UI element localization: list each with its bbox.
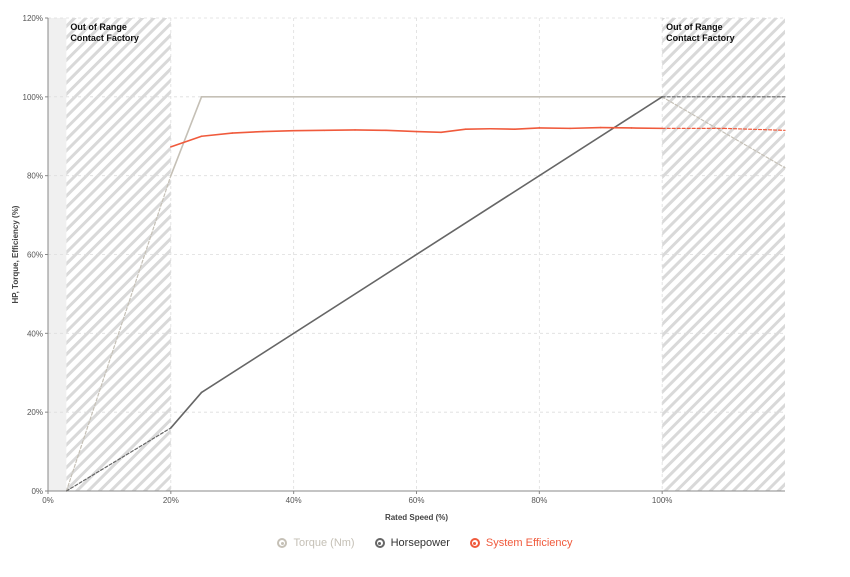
out-of-range-label: Out of Range [70,22,127,32]
legend: Torque (Nm) Horsepower System Efficiency [0,533,850,553]
legend-item-system-efficiency[interactable]: System Efficiency [470,537,573,549]
x-tick-label: 60% [408,496,424,505]
series-segment [202,97,663,393]
legend-marker-icon [375,538,385,548]
series-segment [386,130,417,131]
y-tick-label: 60% [27,251,43,260]
y-tick-label: 120% [23,14,43,23]
legend-marker-icon [277,538,287,548]
legend-label: System Efficiency [486,537,573,549]
out-of-range-label: Contact Factory [666,33,735,43]
series-segment [171,392,202,427]
series-segment [570,128,601,129]
x-tick-label: 100% [652,496,672,505]
out-of-range-zone [66,18,170,491]
x-tick-label: 20% [163,496,179,505]
x-tick-label: 80% [531,496,547,505]
series-segment [417,132,442,133]
legend-label: Horsepower [391,537,450,549]
x-tick-label: 40% [286,496,302,505]
x-tick-label: 0% [42,496,54,505]
series-segment [515,128,540,129]
y-axis-title: HP, Torque, Efficiency (%) [11,205,20,303]
y-tick-label: 0% [31,487,43,496]
legend-item-torque-nm[interactable]: Torque (Nm) [277,537,354,549]
legend-item-horsepower[interactable]: Horsepower [375,537,450,549]
series-segment [202,133,233,136]
x-axis-title: Rated Speed (%) [385,513,448,522]
y-tick-label: 100% [23,93,43,102]
series-segment [171,97,202,176]
y-tick-label: 20% [27,408,43,417]
out-of-range-label: Contact Factory [70,33,139,43]
series-segment [232,132,263,134]
y-tick-label: 80% [27,172,43,181]
legend-label: Torque (Nm) [293,537,354,549]
series-segment [263,131,294,132]
y-tick-label: 40% [27,329,43,338]
out-of-range-label: Out of Range [666,22,723,32]
series-segment [441,129,466,132]
legend-marker-icon [470,538,480,548]
